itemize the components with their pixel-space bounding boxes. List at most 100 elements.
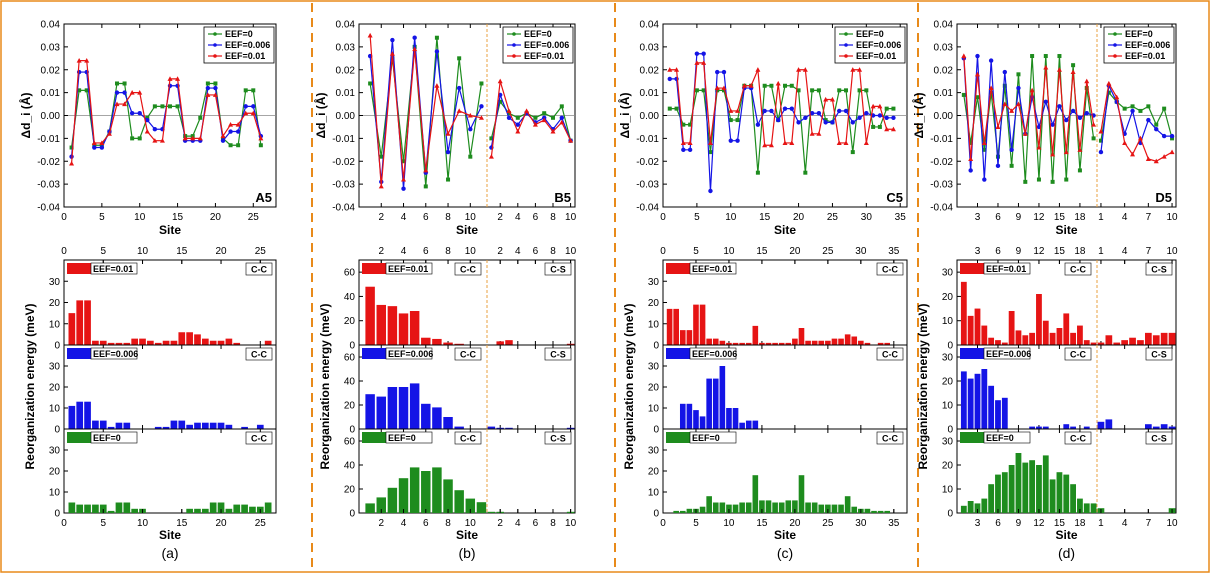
x-tick-label: 1 — [1098, 518, 1104, 529]
bar — [679, 403, 686, 429]
data-point-triangle — [796, 67, 802, 72]
x-tick-label: 25 — [822, 518, 834, 529]
data-point-circle — [735, 138, 740, 143]
bar — [745, 420, 752, 429]
x-tick-label: 3 — [975, 246, 981, 257]
legend-label: EEF=0.01 — [225, 51, 265, 61]
data-point-circle — [687, 147, 693, 153]
bond-tag: C-S — [1151, 350, 1167, 360]
bar — [706, 378, 712, 429]
x-tick-label: 35 — [895, 212, 907, 223]
data-point-circle — [769, 108, 774, 114]
x-tick-label: 20 — [215, 518, 227, 529]
bar — [76, 401, 84, 429]
bond-tag: C-C — [1070, 350, 1086, 360]
data-point-triangle — [802, 67, 808, 72]
bar — [1022, 462, 1029, 513]
data-point-square — [803, 170, 808, 175]
bar — [1105, 419, 1113, 429]
bar — [201, 422, 209, 429]
bar — [1063, 474, 1070, 513]
x-tick-label: 12 — [1033, 212, 1045, 223]
y-tick-label: 60 — [344, 353, 356, 364]
panel-label: (b) — [458, 545, 475, 561]
legend-label-box — [90, 347, 138, 360]
data-point-triangle — [69, 160, 75, 166]
data-point-square — [701, 88, 706, 93]
y-tick-label: 0 — [947, 425, 953, 436]
bar — [686, 508, 693, 513]
data-point-triangle — [843, 140, 849, 145]
x-tick-label: 2 — [378, 212, 384, 223]
x-tick-label: 20 — [789, 246, 801, 257]
data-point-triangle — [106, 131, 112, 136]
bar — [1015, 453, 1022, 513]
bar — [712, 338, 719, 345]
data-point-circle — [1050, 122, 1055, 127]
bar — [995, 400, 1001, 429]
bar — [1137, 340, 1144, 345]
data-point-triangle — [532, 122, 538, 127]
data-point-square — [77, 88, 82, 93]
data-point-triangle — [378, 183, 384, 189]
x-tick-label: 30 — [855, 246, 867, 257]
data-point-square — [213, 81, 218, 86]
bar — [170, 340, 178, 345]
y-tick-label: 0 — [349, 341, 355, 352]
y-tick-label: 0.00 — [336, 111, 356, 122]
bar — [871, 510, 877, 513]
x-tick-label: 7 — [1146, 246, 1152, 257]
data-point-triangle — [137, 90, 143, 95]
y-tick-label: 20 — [49, 467, 61, 478]
data-point-square — [728, 118, 733, 123]
data-point-triangle — [182, 135, 188, 141]
bar — [566, 427, 575, 429]
legend-label: EEF=0.006 — [986, 349, 1031, 359]
bar — [1097, 342, 1105, 345]
y-tick-label: 30 — [942, 353, 954, 364]
bar — [858, 340, 864, 345]
data-point-circle — [823, 120, 828, 125]
data-point-triangle — [701, 60, 707, 65]
bar — [851, 336, 858, 345]
panel-label: (a) — [161, 545, 178, 561]
y-tick-label: 10 — [648, 404, 660, 415]
data-point-square — [160, 104, 165, 109]
data-point-triangle — [890, 126, 896, 132]
data-point-circle — [850, 120, 855, 125]
y-tick-label: 30 — [49, 446, 61, 457]
x-tick-label: 2 — [378, 518, 384, 529]
data-point-square — [1064, 177, 1069, 182]
data-point-square — [961, 92, 966, 97]
bar — [209, 340, 217, 345]
bond-tag: C-C — [1070, 434, 1086, 444]
bar — [1008, 465, 1015, 513]
x-tick-label: 0 — [61, 212, 67, 223]
data-point-square — [844, 88, 848, 93]
data-point-circle — [681, 147, 686, 153]
data-point-square — [1138, 108, 1143, 113]
bar — [1001, 397, 1008, 429]
data-point-triangle — [228, 122, 234, 127]
bar — [233, 342, 241, 345]
legend-label: EEF=0 — [1125, 29, 1153, 39]
x-tick-label: 20 — [210, 212, 222, 223]
x-tick-label: 0 — [61, 246, 67, 257]
data-point-square — [115, 81, 119, 86]
x-tick-label: 10 — [134, 212, 146, 223]
data-point-triangle — [816, 131, 822, 136]
data-point-square — [457, 56, 462, 61]
bar — [792, 338, 798, 345]
y-tick-label: -0.04 — [332, 203, 355, 214]
data-point-square — [489, 136, 494, 141]
y-tick-label: 0.00 — [41, 111, 61, 122]
bar — [99, 504, 107, 513]
legend-swatch-marker — [1113, 54, 1117, 58]
y-tick-label: 0 — [653, 341, 659, 352]
legend-label: EEF=0.01 — [856, 51, 896, 61]
bond-tag-box — [245, 262, 273, 276]
data-point-square — [1077, 168, 1082, 173]
data-point-square — [551, 115, 555, 120]
bond-tag: C-S — [1151, 265, 1167, 275]
data-point-triangle — [515, 128, 521, 134]
